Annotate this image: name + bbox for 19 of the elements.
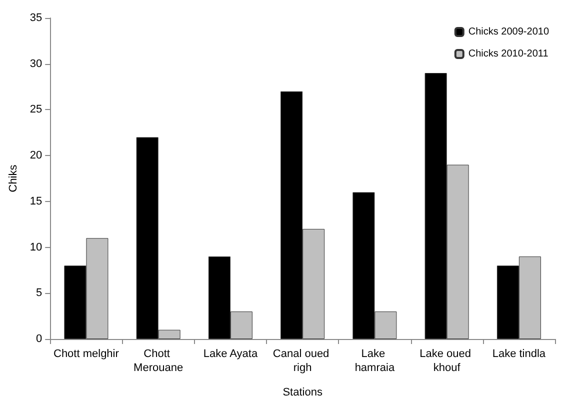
x-tick-label: Canal oued righ xyxy=(272,348,332,374)
y-tick-label: 20 xyxy=(30,150,42,162)
x-tick-label: Lake Ayata xyxy=(203,348,258,360)
y-tick-label: 5 xyxy=(36,287,42,300)
x-axis-title: Stations xyxy=(282,386,323,398)
y-tick-label: 35 xyxy=(30,12,42,24)
y-tick-label: 0 xyxy=(36,333,42,345)
x-tick-label: Lake tindla xyxy=(492,348,546,360)
x-tick-label: Lake hamraia xyxy=(354,348,396,374)
y-tick-label: 15 xyxy=(30,195,42,208)
legend-label: Chicks 2009-2010 xyxy=(468,26,550,38)
y-tick-label: 10 xyxy=(30,241,42,254)
y-tick-label: 30 xyxy=(30,58,42,70)
y-axis-title: Chiks xyxy=(8,164,20,192)
legend-label: Chicks 2010-2011 xyxy=(468,48,549,60)
y-tick-label: 25 xyxy=(30,104,42,116)
x-tick-label: Chott melghir xyxy=(53,348,120,360)
x-tick-label: Chott Merouane xyxy=(134,348,184,374)
x-tick-label: Lake oued khouf xyxy=(420,348,474,374)
